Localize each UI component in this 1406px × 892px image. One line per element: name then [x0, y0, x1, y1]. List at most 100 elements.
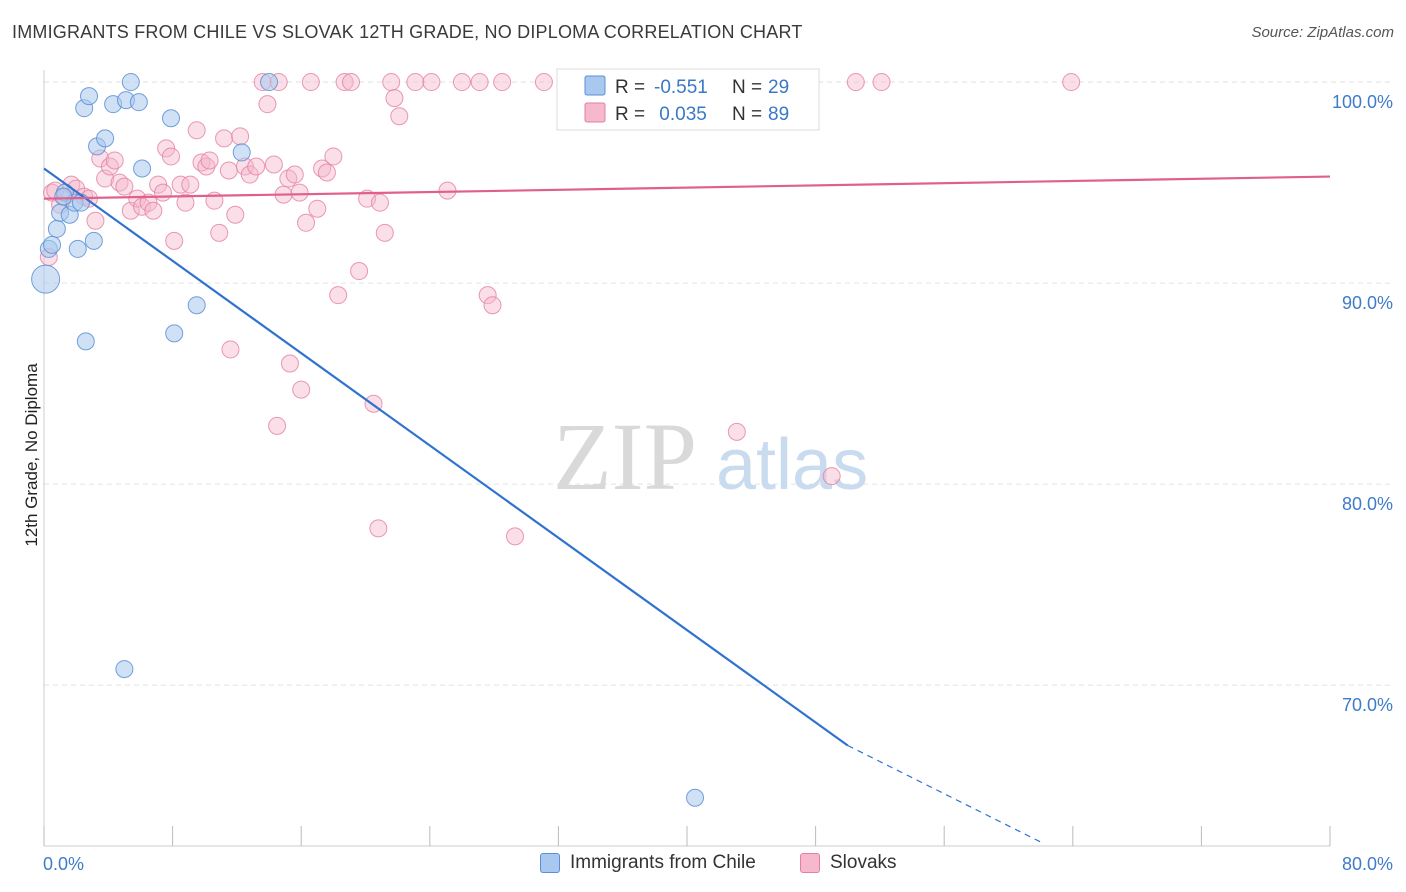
y-tick-label: 100.0%	[1332, 92, 1393, 112]
slovaks-point	[297, 213, 316, 232]
y-tick-label: 90.0%	[1342, 293, 1393, 313]
legend-swatch-icon-chile	[540, 853, 560, 873]
chile-point	[68, 239, 87, 258]
y-axis-label: 12th Grade, No Diploma	[22, 363, 41, 547]
y-tick-labels: 70.0% 80.0% 90.0% 100.0%	[1332, 92, 1393, 715]
slovaks-point	[215, 129, 234, 148]
legend-r-label-chile: R =	[615, 77, 645, 98]
legend-swatch-icon-slovaks	[800, 853, 820, 873]
chile-points	[31, 73, 705, 807]
chile-point	[165, 324, 184, 343]
legend-r-label-slovaks: R =	[615, 104, 645, 125]
watermark-atlas: atlas	[716, 425, 868, 505]
legend-swatch-chile	[584, 75, 606, 96]
slovaks-point	[96, 169, 115, 188]
legend-label-chile: Immigrants from Chile	[570, 852, 756, 873]
slovaks-point	[280, 354, 299, 373]
slovaks-point	[226, 205, 245, 224]
slovaks-point	[247, 157, 266, 176]
slovaks-point	[171, 175, 190, 194]
slovaks-point	[268, 416, 287, 435]
chile-point	[71, 193, 90, 212]
chile-point	[686, 788, 705, 807]
slovaks-point	[390, 107, 409, 126]
chile-point	[187, 296, 206, 315]
slovaks-point	[329, 286, 348, 305]
slovaks-point	[176, 193, 195, 212]
slovaks-point	[290, 183, 309, 202]
chile-trend-line-extrapolated	[847, 744, 1041, 843]
axes	[43, 70, 1331, 847]
legend-n-label-chile: N =	[732, 77, 762, 98]
slovaks-point	[872, 73, 891, 92]
slovaks-point	[370, 193, 389, 212]
x-tick-label-max: 80.0%	[1342, 854, 1393, 874]
slovaks-point	[115, 177, 134, 196]
slovaks-point	[324, 147, 343, 166]
slovaks-point	[483, 296, 502, 315]
slovaks-point	[221, 340, 240, 359]
slovaks-point	[181, 175, 200, 194]
chile-point	[161, 109, 180, 128]
legend-n-label-slovaks: N =	[732, 104, 762, 125]
slovaks-point	[342, 73, 361, 92]
stats-legend: R = -0.551 N = 29 R = 0.035 N = 89	[556, 68, 820, 131]
slovaks-point	[292, 380, 311, 399]
slovaks-point	[219, 161, 238, 180]
chile-point	[84, 231, 103, 250]
chile-point	[232, 143, 251, 162]
slovaks-point	[505, 527, 524, 546]
slovaks-point	[153, 183, 172, 202]
chile-point	[133, 159, 152, 178]
slovaks-point	[86, 211, 105, 230]
watermark-zip: ZIP	[553, 403, 697, 510]
legend-r-value-chile: -0.551	[654, 77, 708, 98]
slovaks-point	[385, 89, 404, 108]
slovaks-point	[258, 95, 277, 114]
y-tick-label: 80.0%	[1342, 494, 1393, 514]
slovaks-point	[317, 163, 336, 182]
slovaks-point	[1062, 73, 1081, 92]
chile-point	[115, 660, 134, 679]
chart-source: Source: ZipAtlas.com	[1251, 24, 1394, 41]
y-tick-label: 70.0%	[1342, 695, 1393, 715]
slovaks-point	[375, 223, 394, 242]
slovaks-point	[187, 121, 206, 140]
chile-point	[121, 73, 140, 92]
legend-label-slovaks: Slovaks	[830, 852, 897, 873]
slovaks-point	[846, 73, 865, 92]
slovaks-point	[470, 73, 489, 92]
slovaks-point	[335, 73, 354, 92]
chile-point	[80, 87, 99, 106]
slovaks-point	[350, 262, 369, 281]
slovaks-trend-line	[43, 175, 1331, 200]
slovaks-point	[452, 73, 471, 92]
slovaks-point	[231, 127, 250, 146]
chart-title: IMMIGRANTS FROM CHILE VS SLOVAK 12TH GRA…	[12, 22, 803, 42]
watermark: ZIP atlas	[553, 403, 868, 510]
legend-r-value-slovaks: 0.035	[654, 104, 707, 125]
legend-n-value-slovaks: 89	[768, 104, 789, 125]
slovaks-point	[264, 155, 283, 174]
slovaks-point	[422, 73, 441, 92]
slovaks-point	[210, 223, 229, 242]
slovaks-point	[369, 519, 388, 538]
slovaks-point	[200, 151, 219, 170]
slovaks-point	[727, 422, 746, 441]
slovaks-point	[493, 73, 512, 92]
chile-point	[76, 332, 95, 351]
x-tick-label-min: 0.0%	[43, 854, 84, 874]
legend-item-chile: Immigrants from Chile	[540, 852, 756, 874]
slovaks-point	[144, 201, 163, 220]
slovaks-point	[301, 73, 320, 92]
slovaks-point	[161, 147, 180, 166]
slovaks-point	[100, 157, 119, 176]
chile-point	[96, 129, 115, 148]
chile-point	[54, 187, 73, 206]
slovaks-point	[105, 151, 124, 170]
slovaks-point	[285, 165, 304, 184]
chile-point	[31, 264, 61, 294]
slovaks-point	[822, 467, 841, 486]
legend-item-slovaks: Slovaks	[800, 852, 897, 874]
